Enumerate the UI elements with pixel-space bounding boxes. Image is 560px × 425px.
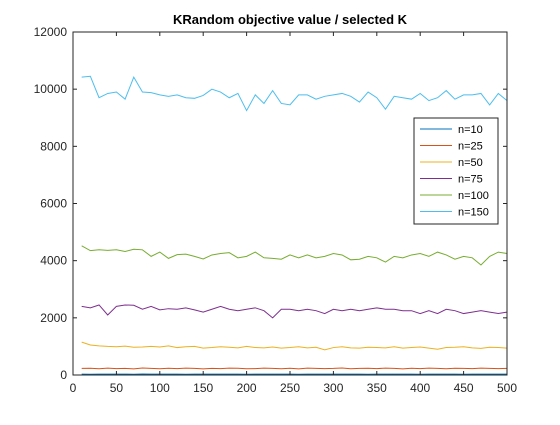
x-tick-label: 450 xyxy=(454,381,474,395)
x-tick-label: 400 xyxy=(410,381,430,395)
x-tick-label: 250 xyxy=(280,381,300,395)
y-tick-label: 6000 xyxy=(40,197,67,211)
chart-title: KRandom objective value / selected K xyxy=(173,12,408,27)
x-tick-label: 300 xyxy=(323,381,343,395)
y-tick-label: 10000 xyxy=(34,82,68,96)
y-tick-label: 2000 xyxy=(40,311,67,325)
y-tick-label: 4000 xyxy=(40,254,67,268)
x-tick-label: 150 xyxy=(193,381,213,395)
legend: n=10 n=25 n=50 n=75 n=100 n=150 xyxy=(414,118,498,224)
legend-label: n=150 xyxy=(458,207,489,219)
legend-label: n=75 xyxy=(458,174,483,186)
x-tick-label: 200 xyxy=(237,381,257,395)
x-tick-label: 0 xyxy=(70,381,77,395)
x-tick-label: 500 xyxy=(497,381,517,395)
y-tick-label: 8000 xyxy=(40,139,67,153)
y-tick-label: 12000 xyxy=(34,25,68,39)
x-tick-label: 100 xyxy=(150,381,170,395)
legend-label: n=25 xyxy=(458,141,483,153)
x-tick-label: 50 xyxy=(110,381,124,395)
legend-label: n=50 xyxy=(458,157,483,169)
legend-label: n=100 xyxy=(458,190,489,202)
x-tick-label: 350 xyxy=(367,381,387,395)
y-tick-label: 0 xyxy=(60,368,67,382)
legend-label: n=10 xyxy=(458,124,483,136)
